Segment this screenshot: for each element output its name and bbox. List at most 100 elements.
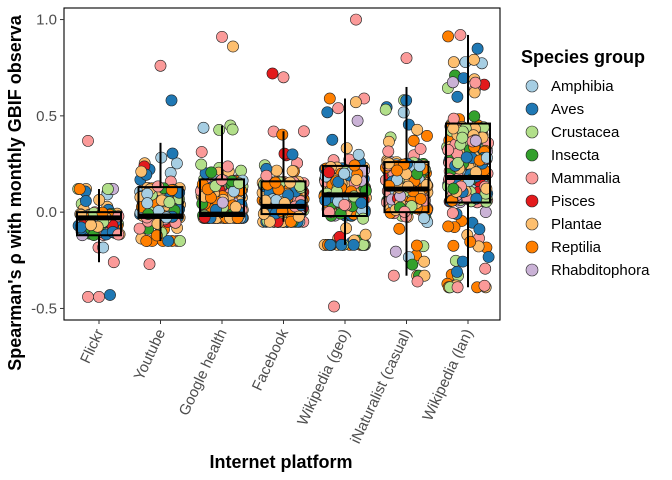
- jitter-point: [352, 148, 365, 161]
- legend-item: Pisces: [525, 193, 595, 210]
- jitter-point: [292, 210, 305, 223]
- jitter-point: [140, 235, 153, 247]
- jitter-point: [229, 201, 242, 213]
- plot-panel-border: [63, 7, 501, 321]
- jitter-point: [340, 142, 353, 154]
- x-tick-label: Wikipedia (lan): [419, 327, 476, 424]
- legend-label: Plantae: [551, 216, 602, 233]
- legend-item: Reptilia: [525, 239, 602, 256]
- boxplot: [383, 86, 430, 276]
- legend-item: Rhabditophora: [525, 262, 650, 279]
- x-axis-title: Internet platform: [209, 452, 352, 472]
- jitter-point: [195, 146, 208, 158]
- outlier-point: [82, 290, 94, 303]
- jitter-point: [473, 223, 486, 236]
- outlier-point: [328, 300, 340, 313]
- jitter-point: [452, 156, 464, 169]
- jitter-point: [478, 279, 491, 292]
- jitter-point: [195, 158, 208, 171]
- jitter-point: [351, 114, 364, 127]
- jitter-point: [467, 53, 480, 66]
- box: [445, 122, 491, 204]
- jitter-point: [338, 167, 351, 180]
- boxplot: [199, 125, 245, 218]
- jitter-point: [468, 110, 481, 123]
- outlier-point: [451, 265, 463, 278]
- legend-item: Plantae: [525, 216, 602, 233]
- x-tick-label: Facebook: [249, 326, 292, 393]
- y-tick-label: 0.5: [36, 108, 57, 125]
- jitter-point: [276, 128, 289, 141]
- jitter-point: [469, 134, 482, 147]
- x-tick-label: Youtube: [131, 327, 169, 384]
- jitter-point: [141, 197, 154, 210]
- boxplot: [76, 189, 122, 263]
- y-axis-title: Spearman's ρ with monthly GBIF observa: [5, 14, 25, 370]
- legend-swatch: [525, 240, 539, 254]
- outlier-point: [227, 40, 239, 53]
- legend-label: Insecta: [551, 147, 600, 164]
- jitter-point: [73, 183, 86, 195]
- jitter-point: [451, 90, 464, 103]
- legend-label: Crustacea: [551, 124, 620, 141]
- x-axis: Flickr Youtube Google health Facebook Wikipe…: [77, 320, 477, 446]
- jitter-point: [382, 157, 395, 170]
- box: [76, 211, 122, 237]
- jitter-point: [482, 251, 495, 263]
- jitter-point: [135, 165, 148, 178]
- boxplot: [137, 142, 184, 242]
- jitter-point: [85, 219, 97, 231]
- jitter-point: [406, 258, 419, 271]
- outlier-point: [277, 71, 290, 84]
- legend-label: Mammalia: [551, 170, 621, 187]
- jitter-point: [163, 196, 176, 209]
- jitter-point: [235, 164, 247, 177]
- outlier-point: [143, 258, 156, 270]
- jitter-point: [349, 96, 362, 109]
- jitter-point: [447, 239, 460, 252]
- outlier-point: [93, 290, 105, 303]
- outlier-point: [350, 13, 362, 26]
- x-tick-label: Google health: [176, 327, 231, 419]
- outlier-point: [82, 134, 94, 147]
- jitter-point: [174, 235, 186, 247]
- jitter-point: [263, 215, 276, 228]
- jitter-point: [479, 206, 492, 218]
- outlier-point: [154, 59, 167, 72]
- jitter-point: [170, 157, 183, 170]
- jitter-point: [460, 151, 473, 164]
- jitter-point: [332, 176, 345, 188]
- jitter-point: [80, 195, 92, 207]
- legend-title: Species group: [521, 47, 645, 67]
- jitter-point: [284, 176, 297, 189]
- jitter-point: [442, 220, 455, 233]
- legend-label: Amphibia: [551, 78, 614, 95]
- box: [260, 180, 307, 216]
- jitter-point: [421, 129, 433, 142]
- jitter-point: [451, 281, 464, 294]
- jitter-point: [414, 192, 427, 205]
- jitter-point: [447, 182, 460, 195]
- jitter-point: [133, 222, 146, 235]
- legend-swatch: [525, 263, 539, 277]
- jitter-point: [270, 164, 283, 177]
- jitter-point: [393, 222, 406, 235]
- jitter-point: [359, 228, 372, 241]
- jitter-point: [382, 145, 395, 158]
- jitter-point: [321, 106, 334, 119]
- box: [322, 164, 368, 217]
- legend-item: Crustacea: [525, 124, 620, 141]
- jitter-point: [379, 103, 392, 116]
- jitter-point: [454, 29, 467, 41]
- jitter-point: [332, 102, 345, 115]
- x-tick-label: Flickr: [77, 327, 108, 367]
- legend-item: Amphibia: [525, 78, 614, 95]
- legend-label: Reptilia: [551, 239, 602, 256]
- jitter-point: [166, 147, 179, 160]
- jitter-point: [413, 160, 426, 172]
- legend-swatch: [525, 217, 539, 231]
- jitter-point: [447, 56, 460, 69]
- boxplots: [76, 34, 491, 288]
- jitter-point: [323, 92, 336, 105]
